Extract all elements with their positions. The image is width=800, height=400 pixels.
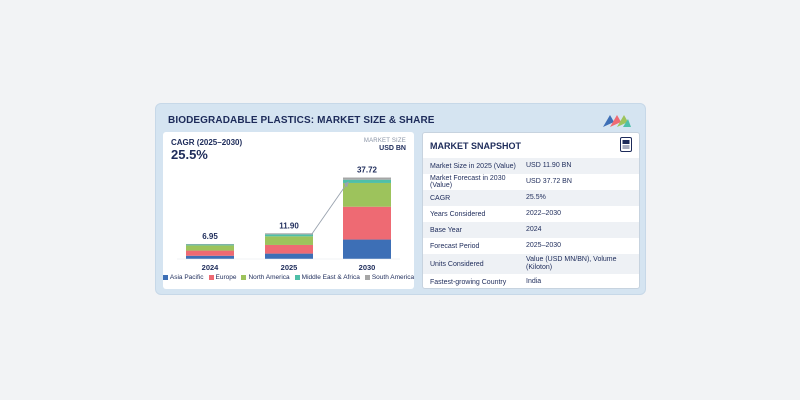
bar-total-label: 37.72 [357,166,378,175]
legend-item: Middle East & Africa [294,274,360,281]
snapshot-row-value: Value (USD MN/BN), Volume (Kiloton) [526,256,617,271]
snapshot-row-key: Units Considered [430,260,484,268]
snapshot-table: Market Size in 2025 (Value) USD 11.90 BN M… [423,158,639,290]
snapshot-row-key: Base Year [430,226,462,234]
snapshot-row-value: 2024 [526,226,542,233]
snapshot-row: Market Forecast in 2030 (Value) USD 37.72… [423,174,639,190]
bar-segment [343,177,391,180]
legend-swatch [208,275,214,280]
cagr-label: CAGR (2025–2030) [171,138,243,147]
bar-segment [186,243,234,245]
snapshot-row-key: Fastest-growing Country [430,278,507,286]
snapshot-row: Base Year 2024 [423,222,639,238]
bar-segment [265,236,313,245]
snapshot-row: Fastest-growing Country India [423,274,639,290]
bar-segment [186,245,234,251]
snapshot-row-key: Market Forecast in 2030 (Value) [430,175,506,189]
snapshot-row-value: USD 37.72 BN [526,178,572,185]
snapshot-row: CAGR 25.5% [423,190,639,206]
bar-segment [343,206,391,240]
legend-label: South America [371,274,415,281]
growth-arrow-line [310,183,348,236]
snapshot-row-value: India [526,278,542,285]
bar-segment [343,179,391,183]
brand-logo-icon [603,115,631,127]
bar-segment [265,234,313,237]
chart-legend: Asia Pacific Europe North America Middle Ea… [162,274,415,281]
bar-total-label: 6.95 [202,232,218,241]
legend-item: South America [364,274,415,281]
snapshot-row: Years Considered 2022–2030 [423,206,639,222]
cagr-value: 25.5% [171,147,208,162]
x-tick-label: 2025 [281,263,298,272]
legend-item: Asia Pacific [162,274,204,281]
snapshot-title: MARKET SNAPSHOT [430,141,522,151]
stacked-bar-chart: 2024 6.95 2025 11.90 2030 37.72 [177,166,400,272]
bar-segment [343,182,391,207]
card-title: BIODEGRADABLE PLASTICS: MARKET SIZE & SH… [168,115,435,126]
bar-segment [265,233,313,235]
snapshot-row-value: 25.5% [526,194,546,201]
snapshot-row-key: CAGR [430,194,451,202]
snapshot-row: Forecast Period 2025–2030 [423,238,639,254]
legend-item: North America [241,274,290,281]
snapshot-row: Market Size in 2025 (Value) USD 11.90 BN [423,158,639,174]
snapshot-row-value: 2025–2030 [526,242,562,249]
market-size-label: MARKET SIZE [363,138,406,144]
growth-arrow-head [344,181,349,188]
snapshot-row-value: USD 11.90 BN [526,162,572,169]
bar-segment [265,253,313,259]
market-size-unit: USD BN [379,145,406,152]
snapshot-row-key: Market Size in 2025 (Value) [430,162,516,170]
legend-swatch [241,275,247,280]
legend-label: Middle East & Africa [301,274,360,281]
bar-segment [186,250,234,256]
bar-segment [265,244,313,254]
legend-swatch [294,275,300,280]
snapshot-panel: MARKET SNAPSHOT Market Size in 2025 (Val… [422,132,640,289]
bar-segment [186,255,234,259]
legend-label: North America [248,274,290,281]
legend-item: Europe [208,274,237,281]
bar-segment [343,239,391,259]
legend-swatch [162,275,168,280]
snapshot-row-key: Forecast Period [430,242,480,250]
legend-label: Asia Pacific [169,274,204,281]
x-tick-label: 2024 [202,263,220,272]
legend-swatch [364,275,370,280]
x-tick-label: 2030 [359,263,376,272]
snapshot-row: Units Considered Value (USD MN/BN), Volum… [423,254,639,274]
chart-panel: CAGR (2025–2030) 25.5% MARKET SIZE USD B… [162,132,415,289]
bar-segment [186,244,234,246]
document-icon [620,137,632,152]
bar-total-label: 11.90 [279,221,299,230]
snapshot-row-key: Years Considered [430,210,486,218]
market-card: BIODEGRADABLE PLASTICS: MARKET SIZE & SH… [155,103,646,295]
snapshot-row-value: 2022–2030 [526,210,562,217]
legend-label: Europe [215,274,237,281]
